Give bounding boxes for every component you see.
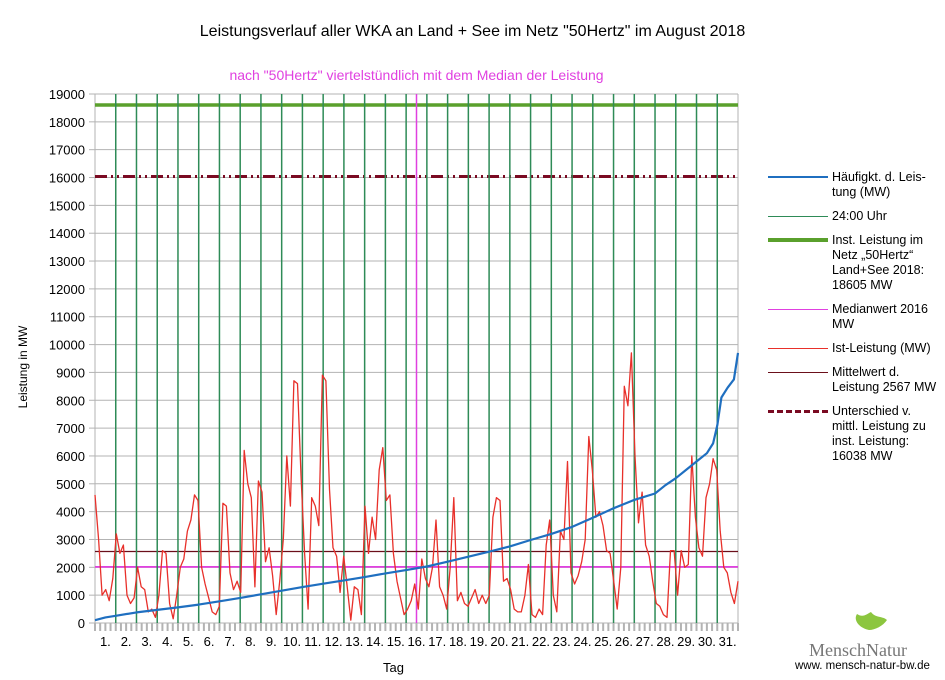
y-tick-label: 16000 [49,171,85,186]
x-tick-label: 31. [719,634,737,649]
y-tick-label: 10000 [49,338,85,353]
x-tick-label: 3. [141,634,152,649]
legend-label: Ist-Leistung (MW) [832,341,931,355]
x-tick-label: 17. [428,634,446,649]
actual-power-line [94,352,739,621]
logo-text: MenschNatur [809,640,907,660]
x-tick-label: 19. [470,634,488,649]
x-tick-label: 21. [511,634,529,649]
x-tick-label: 2. [121,634,132,649]
legend: Häufigkt. d. Leis-tung (MW) 24:00 Uhr In… [768,170,943,473]
x-tick-label: 8. [245,634,256,649]
legend-swatch [768,404,828,418]
y-tick-label: 6000 [56,449,85,464]
x-tick-label: 10. [283,634,301,649]
legend-item-frequency: Häufigkt. d. Leis-tung (MW) [768,170,943,200]
y-tick-label: 7000 [56,421,85,436]
y-tick-label: 1000 [56,588,85,603]
x-tick-label: 11. [304,634,321,649]
legend-item-median: Medianwert 2016 MW [768,302,943,332]
x-tick-label: 18. [449,634,467,649]
y-tick-label: 11000 [50,310,85,325]
y-tick-label: 18000 [49,115,85,130]
legend-swatch [768,302,828,316]
legend-label: Medianwert 2016 MW [832,302,928,331]
x-tick-label: 14. [366,634,384,649]
y-tick-label: 13000 [49,254,85,269]
legend-item-actual: Ist-Leistung (MW) [768,341,943,356]
y-tick-label: 2000 [56,560,85,575]
y-tick-label: 12000 [49,282,85,297]
legend-swatch [768,341,828,355]
x-tick-label: 24. [573,634,591,649]
y-tick-label: 19000 [49,87,85,102]
y-tick-label: 9000 [56,365,85,380]
ginkgo-leaf-icon [855,612,887,644]
logo: MenschNatur www. mensch-natur-bw.de [785,612,945,680]
x-tick-label: 7. [224,634,235,649]
logo-url: www. mensch-natur-bw.de [795,660,930,672]
y-tick-label: 14000 [49,226,85,241]
y-tick-label: 3000 [56,532,85,547]
chart-subtitle: nach "50Hertz" viertelstündlich mit dem … [229,67,604,83]
x-tick-label: 27. [636,634,654,649]
legend-label: Inst. Leistung im Netz „50Hertz“ Land+Se… [832,233,925,292]
y-tick-label: 15000 [49,198,85,213]
x-tick-label: 28. [656,634,674,649]
legend-swatch [768,233,828,247]
legend-swatch [768,365,828,379]
y-tick-label: 5000 [56,477,85,492]
legend-swatch [768,170,828,184]
x-tick-label: 12. [324,634,342,649]
legend-item-mean: Mittelwert d. Leistung 2567 MW [768,365,943,395]
x-axis-label: Tag [383,660,404,675]
legend-label: 24:00 Uhr [832,209,887,223]
chart-title: Leistungsverlauf aller WKA an Land + See… [199,23,746,40]
x-tick-label: 29. [677,634,695,649]
x-tick-label: 20. [490,634,508,649]
x-tick-label: 5. [183,634,194,649]
x-tick-label: 15. [387,634,405,649]
duration-curve-line [94,352,740,622]
legend-label: Häufigkt. d. Leis-tung (MW) [832,170,926,199]
y-tick-label: 17000 [49,143,85,158]
x-tick-label: 22. [532,634,550,649]
x-tick-label: 23. [553,634,571,649]
legend-label: Mittelwert d. Leistung 2567 MW [832,365,937,394]
y-tick-label: 0 [78,616,85,631]
x-tick-label: 16. [407,634,425,649]
x-tick-label: 25. [594,634,612,649]
legend-item-installed: Inst. Leistung im Netz „50Hertz“ Land+Se… [768,233,943,293]
x-tick-label: 30. [698,634,716,649]
x-tick-label: 9. [266,634,277,649]
legend-label: Unterschied v. mittl. Leistung zu inst. … [832,404,926,463]
x-tick-label: 26. [615,634,633,649]
y-tick-label: 4000 [56,505,85,520]
legend-swatch [768,209,828,223]
legend-item-midnight: 24:00 Uhr [768,209,943,224]
x-tick-label: 4. [162,634,173,649]
x-tick-label: 1. [100,634,111,649]
x-tick-label: 6. [204,634,215,649]
x-tick-label: 13. [345,634,363,649]
legend-item-difference: Unterschied v. mittl. Leistung zu inst. … [768,404,943,464]
y-tick-label: 8000 [56,393,85,408]
